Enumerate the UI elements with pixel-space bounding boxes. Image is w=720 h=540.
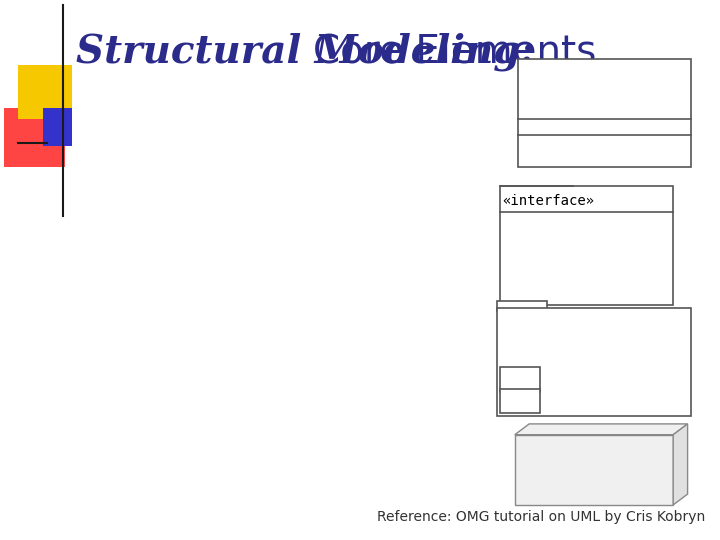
Polygon shape — [673, 424, 688, 505]
Bar — [4, 112, 58, 167]
Bar — [4, 111, 60, 167]
Polygon shape — [515, 424, 688, 435]
Bar — [4, 112, 56, 167]
Bar — [4, 112, 57, 167]
Bar — [497, 301, 547, 310]
Bar — [4, 110, 61, 167]
Text: «interface»: «interface» — [503, 193, 595, 207]
Bar — [4, 109, 62, 167]
Bar — [4, 110, 60, 167]
Bar — [4, 110, 62, 167]
Bar — [4, 111, 60, 167]
Bar — [4, 109, 63, 167]
Bar — [4, 110, 60, 167]
Bar — [4, 111, 59, 167]
Bar — [4, 109, 63, 167]
Bar — [18, 65, 72, 119]
Bar — [4, 112, 57, 167]
Bar — [500, 367, 540, 392]
Bar — [4, 112, 58, 167]
Bar — [515, 435, 673, 505]
Bar — [497, 308, 691, 416]
Bar — [4, 108, 65, 167]
Bar — [4, 111, 59, 167]
Bar — [4, 110, 62, 167]
Bar — [4, 111, 58, 167]
Bar — [4, 112, 57, 167]
Bar — [4, 110, 62, 167]
Bar — [4, 112, 57, 167]
Bar — [4, 109, 63, 167]
Bar — [518, 59, 691, 167]
Text: Structural Modeling:: Structural Modeling: — [76, 32, 548, 71]
Text: Core Elements: Core Elements — [313, 32, 597, 70]
Bar — [4, 111, 60, 167]
Bar — [4, 110, 61, 167]
Bar — [4, 110, 60, 167]
Bar — [4, 111, 58, 167]
Bar — [4, 113, 56, 167]
Bar — [4, 109, 63, 167]
Bar — [4, 108, 65, 167]
Bar — [4, 112, 58, 167]
Bar — [4, 111, 58, 167]
Bar — [4, 109, 64, 167]
Bar — [4, 109, 63, 167]
Bar — [4, 112, 56, 167]
Bar — [500, 389, 540, 413]
Bar — [4, 109, 63, 167]
Bar — [4, 111, 59, 167]
Bar — [4, 108, 64, 167]
Bar — [4, 109, 64, 167]
Bar — [4, 110, 61, 167]
Bar — [500, 186, 673, 305]
Text: Reference: OMG tutorial on UML by Cris Kobryn: Reference: OMG tutorial on UML by Cris K… — [377, 510, 706, 524]
Bar — [43, 108, 72, 146]
